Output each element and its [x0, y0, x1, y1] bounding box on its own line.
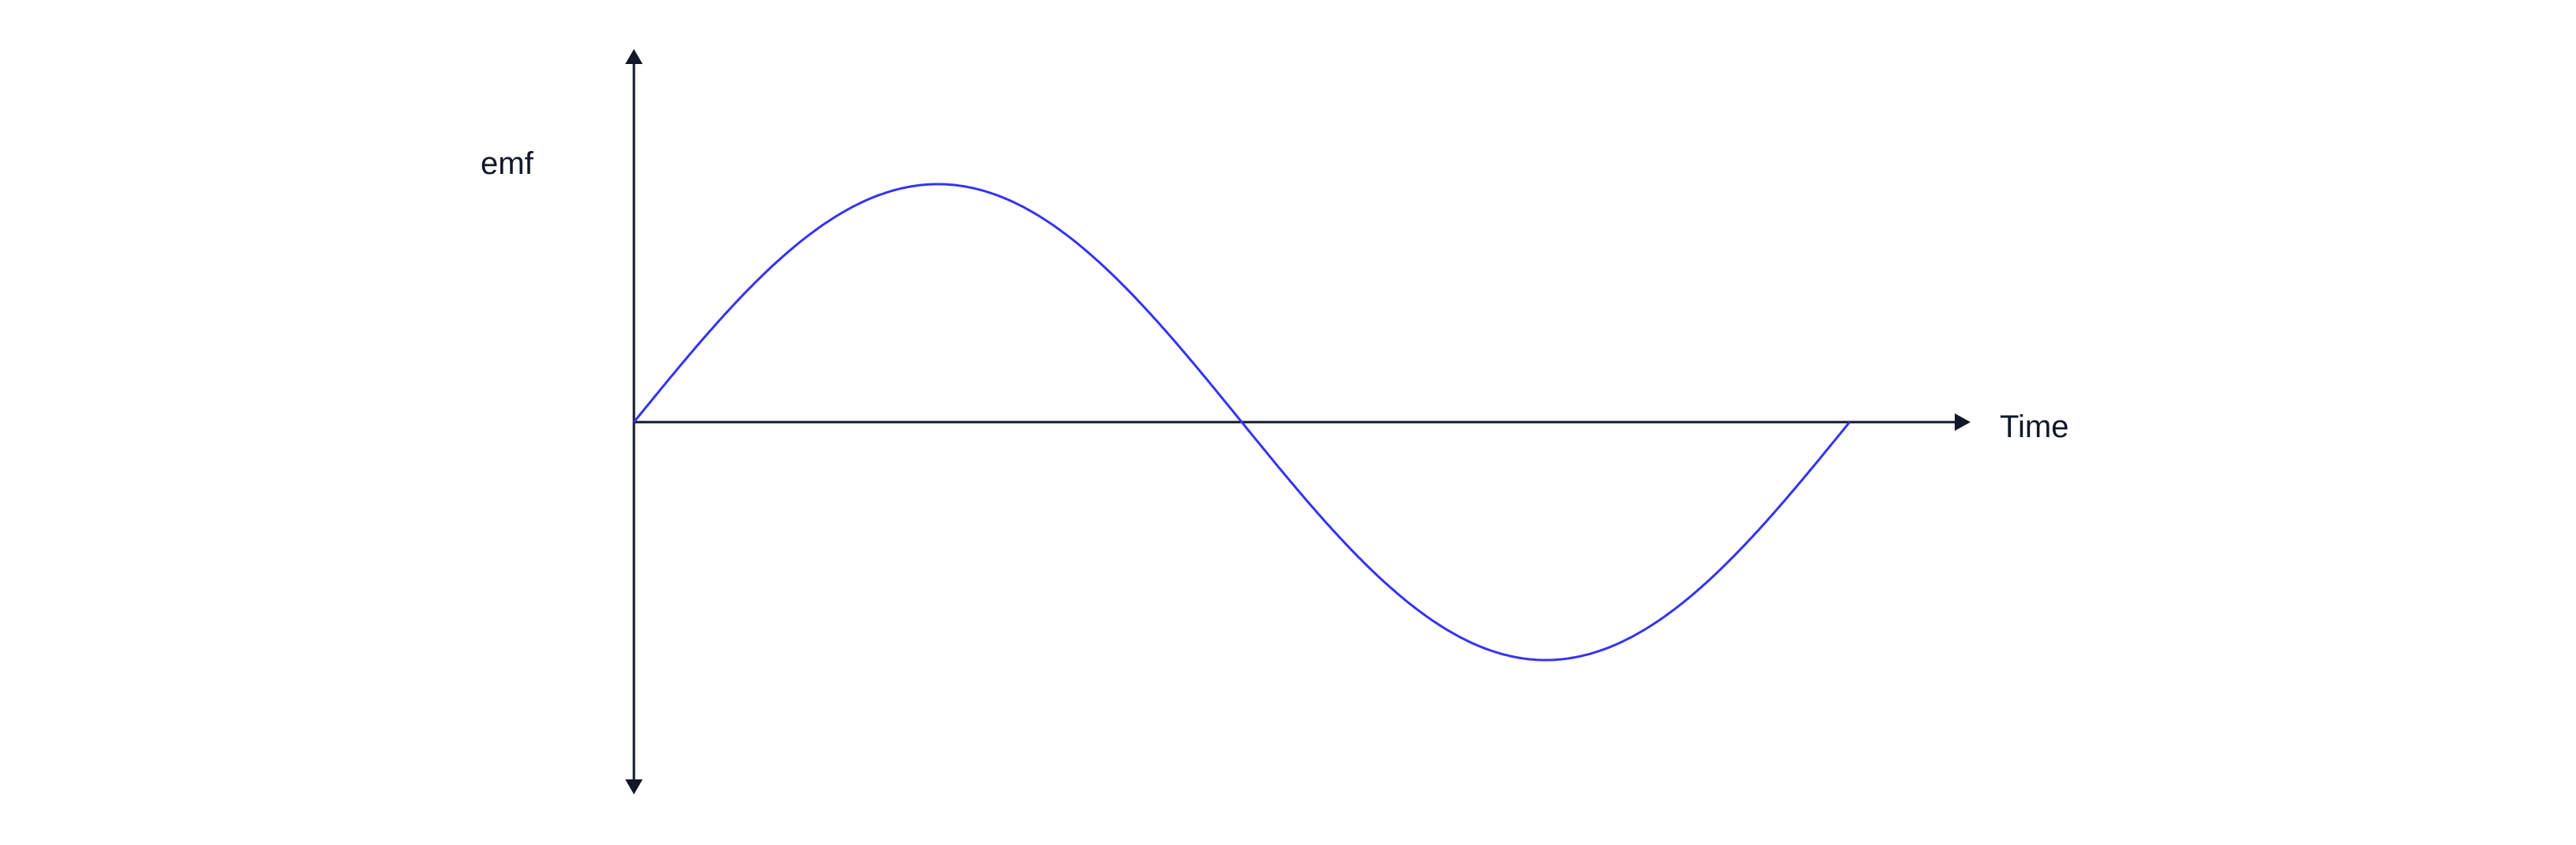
y-axis-label: emf	[481, 146, 534, 181]
x-axis-arrow-icon	[1955, 413, 1971, 431]
y-axis-arrow-down-icon	[625, 779, 643, 794]
y-axis-arrow-up-icon	[625, 49, 643, 64]
x-axis-label: Time	[2000, 409, 2069, 444]
sine-curve	[632, 183, 1851, 662]
